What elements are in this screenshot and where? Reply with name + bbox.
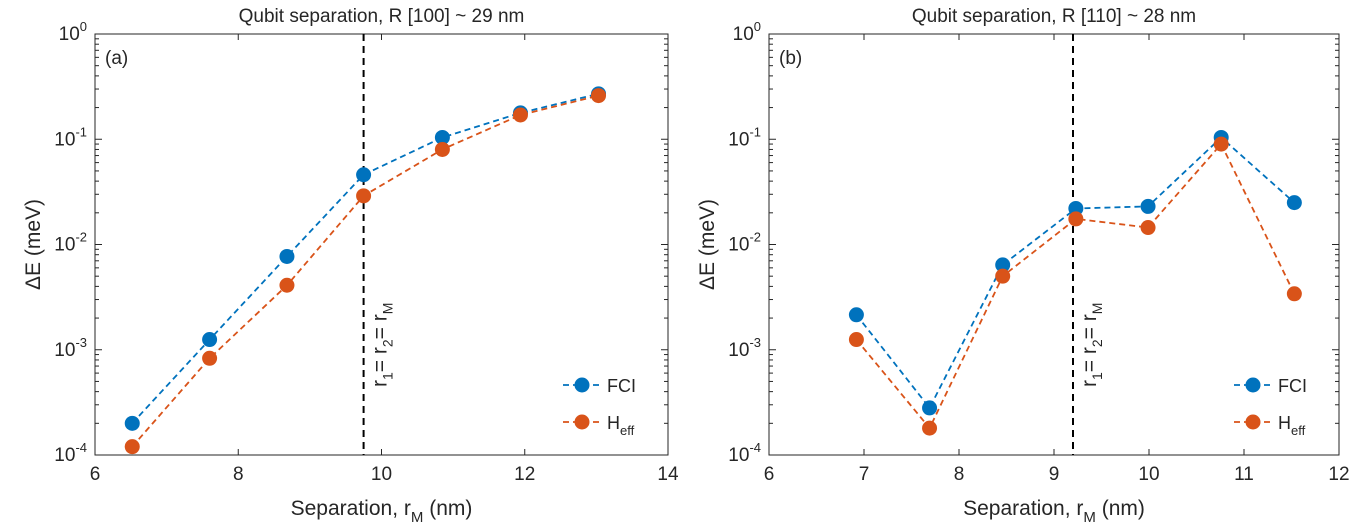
y-tick-label: 10-1 — [54, 124, 87, 150]
legend-marker-heff — [1245, 414, 1261, 430]
panel-label: (a) — [105, 48, 128, 69]
x-axis-label: Separation, rM (nm) — [291, 497, 473, 525]
y-axis-label: ΔE (meV) — [696, 199, 719, 290]
x-tick-label: 12 — [1328, 464, 1349, 485]
legend-label-heff: Heff — [1278, 413, 1306, 438]
y-tick-label: 10-4 — [728, 440, 761, 466]
y-tick-label: 10-1 — [728, 124, 761, 150]
y-tick-label: 10-3 — [54, 335, 87, 361]
y-tick-label: 10-4 — [54, 440, 87, 466]
data-point-fci — [124, 415, 140, 431]
x-tick-label: 12 — [514, 464, 535, 485]
data-point-heff — [922, 420, 938, 436]
y-tick-label: 100 — [59, 19, 87, 45]
series-line-heff — [855, 142, 1296, 430]
data-point-fci — [1286, 195, 1302, 211]
legend-marker-fci — [574, 377, 590, 393]
data-point-heff — [848, 332, 864, 348]
series-line-fci — [855, 136, 1295, 410]
data-point-heff — [1140, 220, 1156, 236]
x-tick-label: 9 — [1049, 464, 1060, 485]
data-point-fci — [995, 257, 1011, 273]
x-tick-label: 6 — [90, 464, 101, 485]
y-tick-label: 10-2 — [728, 230, 761, 256]
x-tick-label: 8 — [233, 464, 244, 485]
x-tick-label: 14 — [657, 464, 679, 485]
legend-label-fci: FCI — [1278, 376, 1307, 396]
x-tick-label: 8 — [954, 464, 965, 485]
x-tick-label: 10 — [371, 464, 392, 485]
y-tick-label: 10-3 — [728, 335, 761, 361]
data-point-fci — [434, 129, 450, 145]
data-point-heff — [279, 277, 295, 293]
data-point-fci — [279, 248, 295, 264]
data-point-heff — [1213, 136, 1229, 152]
chart-panel-a: Qubit separation, R [100] ~ 29 nm (a) 6 8 10… — [22, 6, 679, 525]
threshold-label: r1= r2= rM — [1078, 303, 1105, 387]
data-point-heff — [124, 439, 140, 455]
chart-title: Qubit separation, R [110] ~ 28 nm — [912, 6, 1196, 27]
x-tick-label: 7 — [859, 464, 870, 485]
threshold-label: r1= r2= rM — [369, 303, 396, 387]
data-point-heff — [356, 188, 372, 204]
y-axis-label: ΔE (meV) — [22, 199, 45, 290]
data-point-heff — [591, 88, 607, 104]
x-tick-label: 6 — [764, 464, 775, 485]
y-tick-label: 100 — [733, 19, 761, 45]
data-point-fci — [1140, 198, 1156, 214]
series-line-fci — [131, 92, 599, 424]
data-point-fci — [1068, 200, 1084, 216]
legend-marker-fci — [1245, 377, 1261, 393]
y-tick-label: 10-2 — [54, 230, 87, 256]
data-point-heff — [1068, 211, 1084, 227]
x-tick-label: 10 — [1138, 464, 1159, 485]
panel-label: (b) — [779, 48, 802, 69]
data-point-fci — [922, 400, 938, 416]
legend-label-heff: Heff — [607, 413, 635, 438]
series-line-heff — [131, 94, 599, 448]
data-point-heff — [202, 350, 218, 366]
data-point-fci — [848, 307, 864, 323]
data-point-heff — [1286, 286, 1302, 302]
data-point-heff — [995, 268, 1011, 284]
data-point-fci — [356, 167, 372, 183]
data-point-heff — [434, 141, 450, 157]
chart-title: Qubit separation, R [100] ~ 29 nm — [239, 6, 525, 27]
legend-marker-heff — [574, 414, 590, 430]
chart-panel-b: Qubit separation, R [110] ~ 28 nm (b) 6 7 8 9… — [696, 6, 1350, 525]
legend-label-fci: FCI — [607, 376, 636, 396]
x-axis-label: Separation, rM (nm) — [963, 497, 1145, 525]
data-point-fci — [202, 332, 218, 348]
data-point-heff — [512, 107, 528, 123]
x-tick-label: 11 — [1234, 464, 1254, 485]
